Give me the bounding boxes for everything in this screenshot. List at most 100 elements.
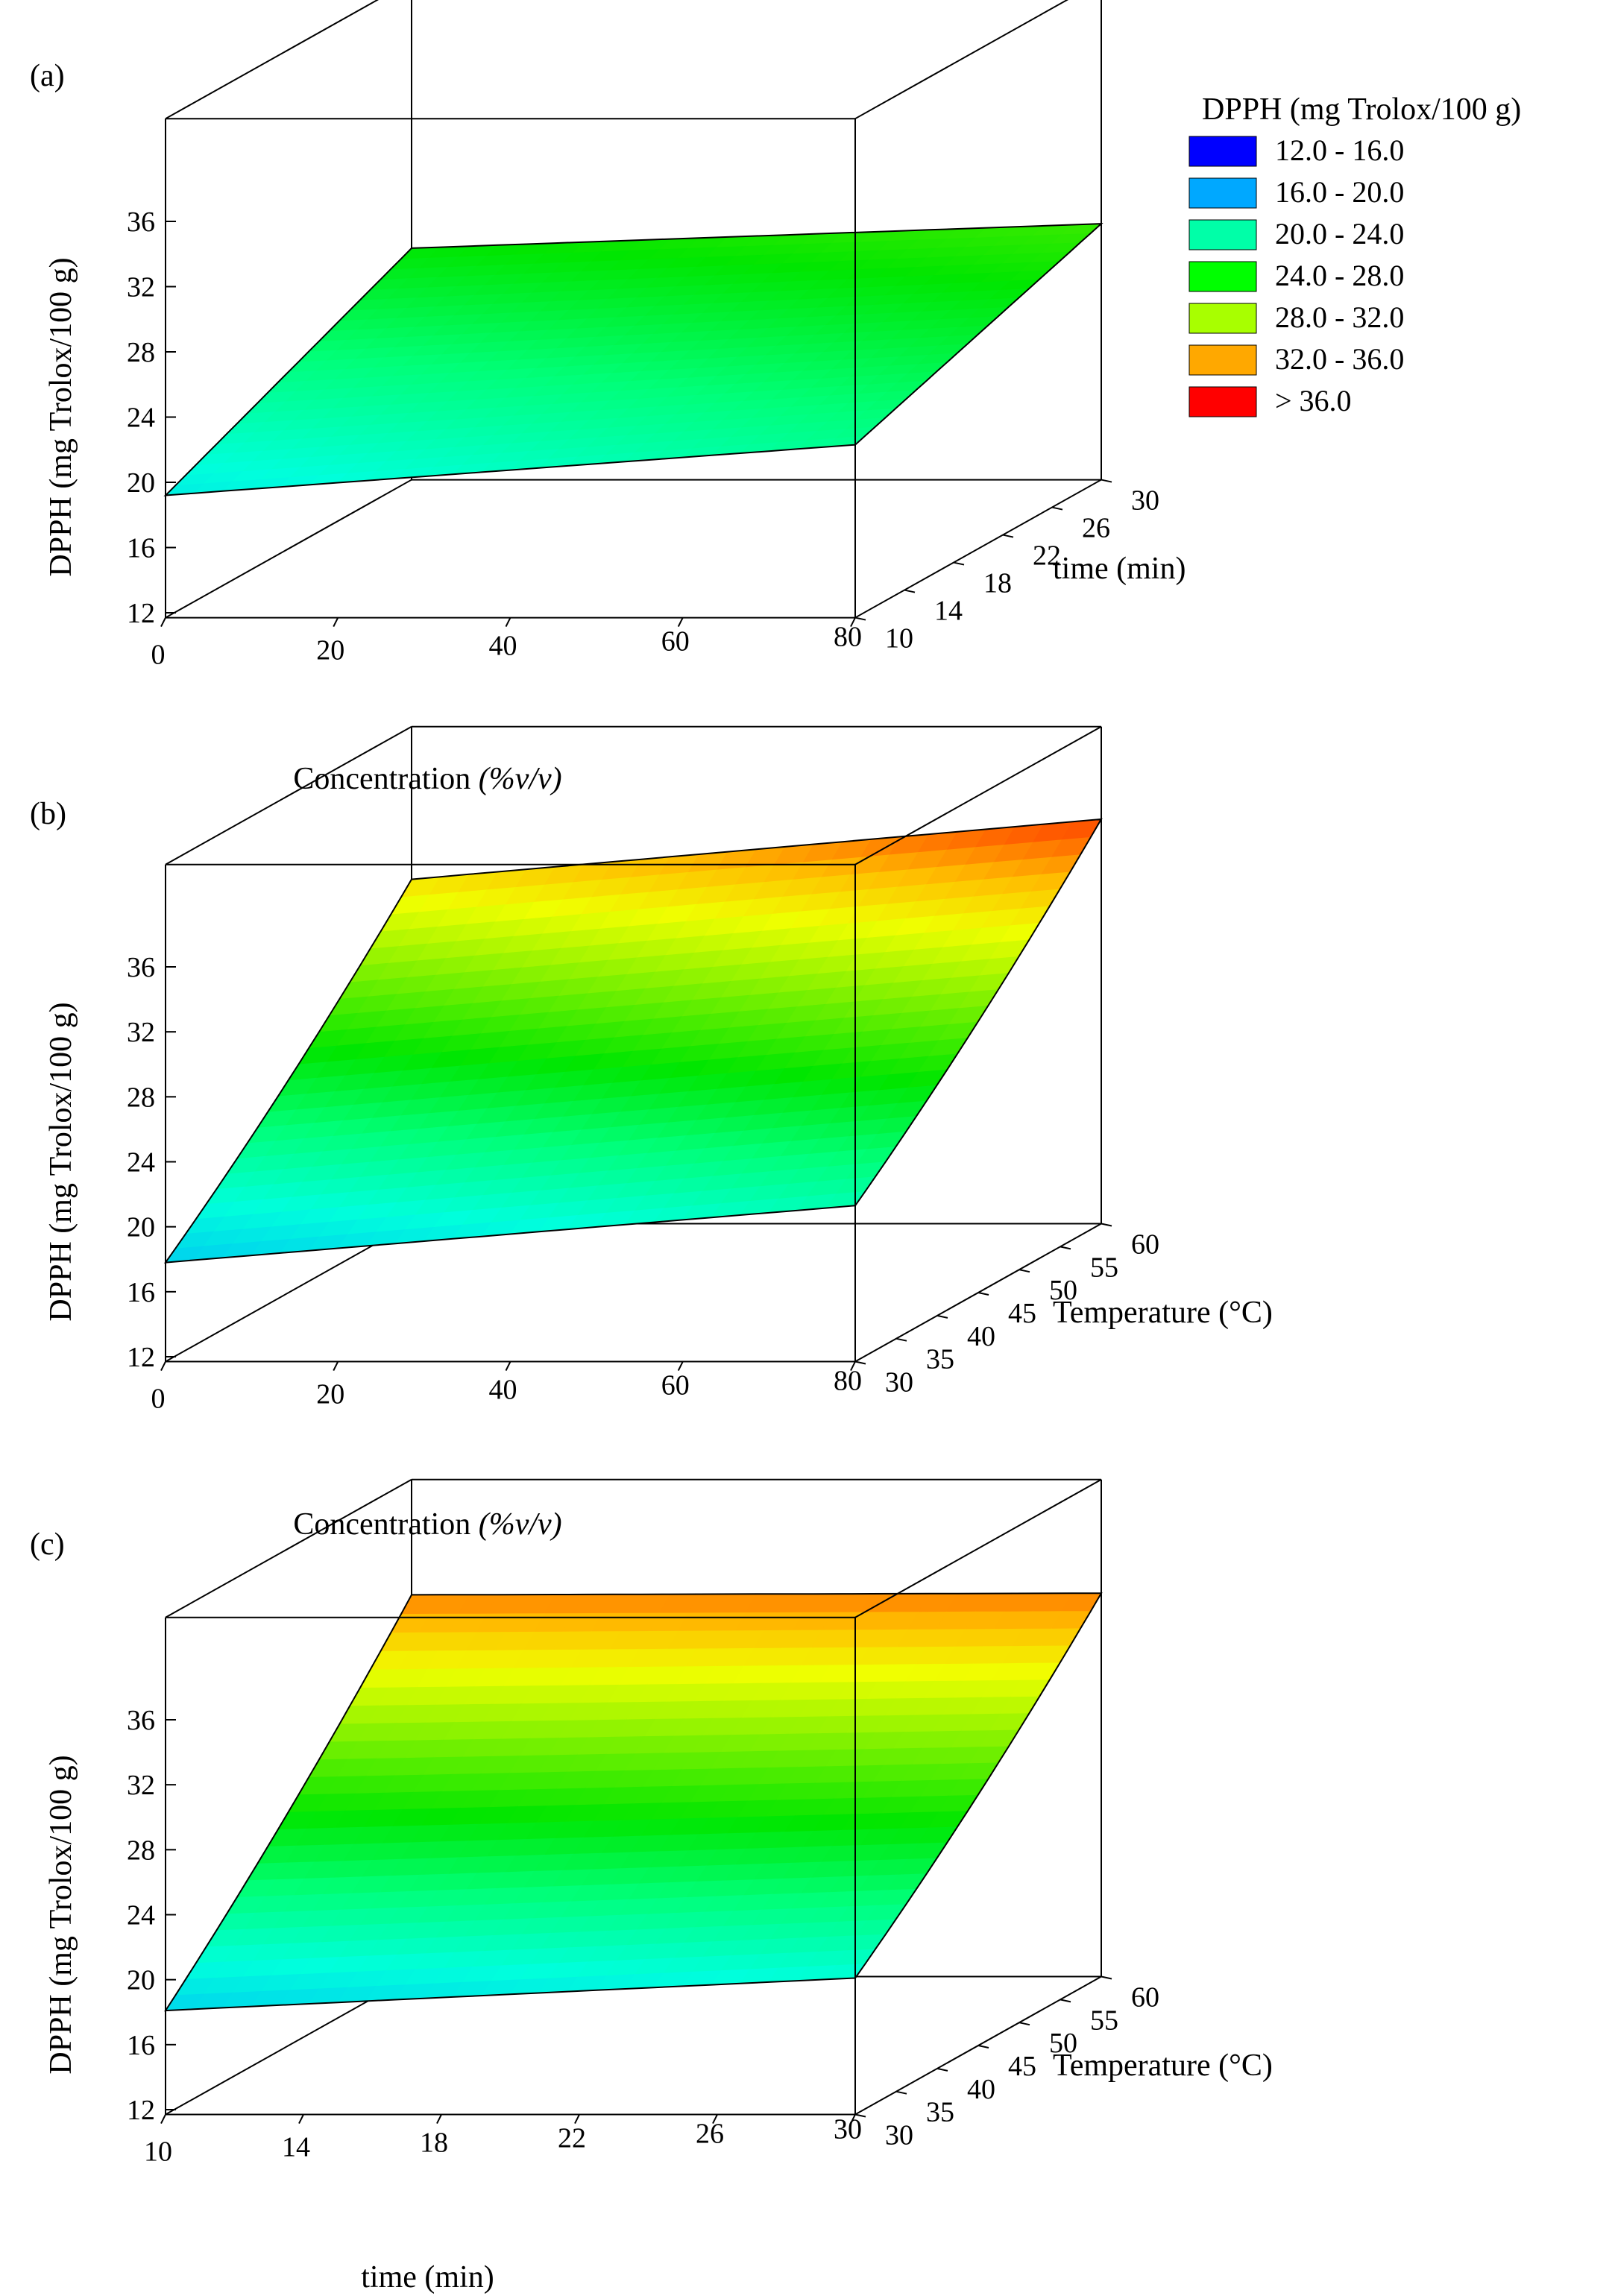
x-axis-unit: (%v/v): [479, 762, 562, 796]
x-tick: [333, 617, 339, 628]
x-tick-label: 60: [661, 1370, 690, 1401]
y-tick: [854, 616, 866, 621]
x-tick-label: 0: [151, 640, 166, 671]
panel-label: (c): [30, 1527, 65, 1562]
legend: DPPH (mg Trolox/100 g) 12.0 - 16.0 16.0 - …: [1188, 92, 1521, 417]
legend-swatch: [1188, 261, 1257, 292]
x-axis-label: Concentration (%v/v): [293, 1507, 561, 1542]
z-tick-label: 24: [127, 1147, 155, 1179]
z-tick-label: 16: [127, 2030, 155, 2061]
x-tick: [850, 1361, 856, 1371]
legend-item-label: 12.0 - 16.0: [1275, 133, 1404, 167]
y-tick-label: 35: [926, 2097, 954, 2128]
y-axis-label: Temperature (°C): [1053, 2049, 1273, 2083]
y-tick-label: 60: [1131, 1229, 1159, 1261]
y-tick: [1060, 1246, 1071, 1250]
box-edge: [854, 479, 1102, 619]
x-tick: [333, 1361, 339, 1371]
y-tick: [854, 2113, 866, 2118]
x-axis-unit: (%v/v): [479, 1507, 562, 1542]
legend-swatch: [1188, 219, 1257, 250]
z-tick-label: 24: [127, 403, 155, 434]
y-tick-label: 45: [1008, 2051, 1036, 2082]
box-edge: [854, 725, 1102, 865]
z-tick-label: 28: [127, 1835, 155, 1866]
legend-swatch: [1188, 303, 1257, 334]
y-tick: [977, 2045, 989, 2049]
response-surface: [164, 819, 1102, 1264]
y-tick-label: 55: [1090, 1252, 1118, 1283]
panel-label: (a): [30, 59, 65, 93]
legend-item-label: 20.0 - 24.0: [1275, 217, 1404, 250]
z-tick-label: 32: [127, 1017, 155, 1048]
y-tick-label: 30: [1131, 485, 1159, 517]
box-edge: [165, 725, 412, 865]
box-edge: [165, 1478, 412, 1618]
x-tick-label: 40: [489, 1375, 517, 1406]
z-tick-label: 12: [127, 1342, 155, 1373]
y-tick: [1018, 2022, 1030, 2026]
x-tick-label: 26: [696, 2119, 724, 2150]
y-tick: [936, 1314, 948, 1319]
x-tick-label: 80: [834, 622, 862, 653]
x-tick-label: 22: [558, 2123, 586, 2154]
box-edge: [854, 1478, 1102, 1618]
z-tick-label: 20: [127, 1212, 155, 1243]
z-tick-label: 20: [127, 1965, 155, 1996]
legend-item-label: 24.0 - 28.0: [1275, 259, 1404, 292]
x-tick: [160, 617, 166, 628]
y-axis-label: Temperature (°C): [1053, 1296, 1273, 1330]
x-tick: [505, 617, 511, 628]
y-tick: [1051, 506, 1063, 511]
response-surface: [165, 1592, 1102, 2011]
surface-outline: [163, 223, 1103, 496]
z-tick-label: 12: [127, 598, 155, 629]
x-tick: [505, 1361, 511, 1371]
x-tick: [574, 2114, 580, 2124]
z-tick-label: 36: [127, 952, 155, 983]
legend-swatch: [1188, 386, 1257, 417]
y-tick: [895, 1337, 907, 1342]
z-axis-label: DPPH (mg Trolox/100 g): [44, 1002, 78, 1321]
panel-label: (b): [30, 797, 66, 831]
z-tick-label: 36: [127, 1705, 155, 1736]
x-axis-label: time (min): [361, 2260, 494, 2295]
box-edge: [165, 0, 380, 120]
y-tick-label: 40: [967, 1321, 995, 1352]
legend-swatch: [1188, 177, 1257, 209]
y-tick: [854, 1360, 866, 1365]
x-tick: [677, 1361, 684, 1371]
legend-item-label: 32.0 - 36.0: [1275, 342, 1404, 376]
y-tick-label: 50: [1049, 2028, 1077, 2059]
x-tick: [160, 1361, 166, 1371]
y-axis-label: time (min): [1053, 552, 1186, 586]
y-tick-label: 22: [1033, 540, 1061, 572]
z-tick-label: 16: [127, 1277, 155, 1308]
x-tick-label: 18: [420, 2128, 448, 2159]
y-tick: [977, 1292, 989, 1296]
z-tick-label: 28: [127, 1082, 155, 1113]
y-tick-label: 45: [1008, 1298, 1036, 1329]
y-tick: [1101, 1975, 1112, 1980]
z-tick-label: 12: [127, 2095, 155, 2126]
y-tick: [1101, 1223, 1112, 1227]
y-tick: [895, 2090, 907, 2095]
panel-2: 12 16 20 24 28 32 36 DPPH (mg Trolox/100 g) 0 20 4…: [30, 725, 1273, 1542]
y-tick: [936, 2067, 948, 2072]
y-tick: [953, 561, 965, 566]
y-tick: [1002, 534, 1014, 538]
x-tick-label: 0: [151, 1384, 166, 1415]
z-tick-label: 32: [127, 1770, 155, 1801]
box-edge: [165, 479, 412, 619]
z-tick-label: 20: [127, 467, 155, 499]
y-tick-label: 40: [967, 2074, 995, 2105]
x-tick: [712, 2114, 718, 2124]
y-tick-label: 30: [885, 1367, 913, 1398]
surface-outline: [163, 818, 1103, 1264]
legend-item-label: > 36.0: [1275, 384, 1352, 417]
x-tick-label: 60: [661, 626, 690, 657]
y-tick-label: 30: [885, 2120, 913, 2151]
z-tick-label: 36: [127, 206, 155, 238]
x-tick: [850, 617, 856, 628]
